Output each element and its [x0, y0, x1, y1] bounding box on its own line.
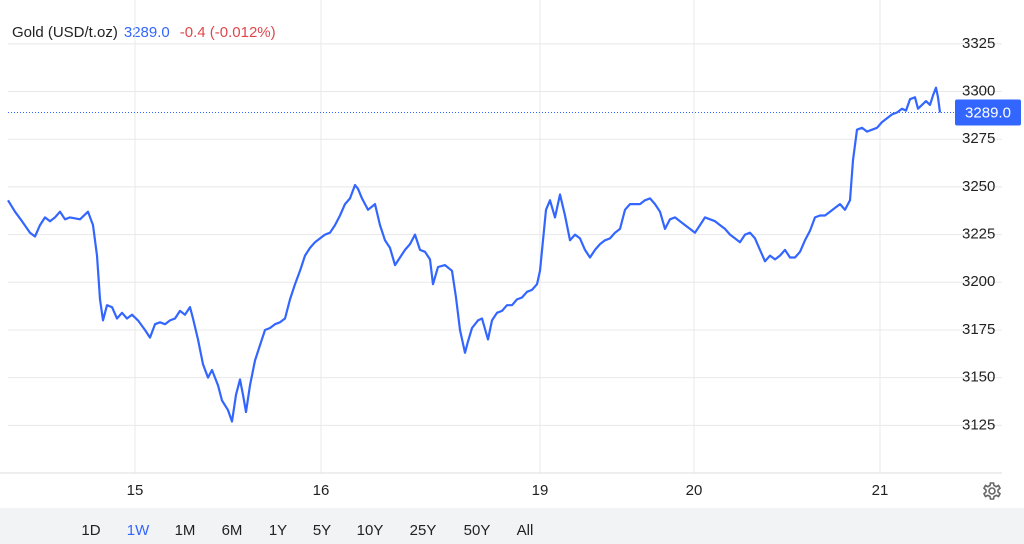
y-tick-label: 3125: [962, 416, 995, 433]
range-button[interactable]: 50Y: [464, 522, 491, 539]
x-tick-label: 21: [872, 482, 889, 499]
range-button[interactable]: 6M: [222, 522, 243, 539]
last-price: 3289.0: [124, 24, 170, 41]
x-tick-label: 19: [532, 482, 549, 499]
settings-icon[interactable]: [982, 482, 1002, 500]
price-line: [7, 86, 942, 423]
range-button[interactable]: 1Y: [269, 522, 287, 539]
x-tick-label: 20: [686, 482, 703, 499]
range-button[interactable]: 25Y: [410, 522, 437, 539]
y-tick-label: 3225: [962, 226, 995, 243]
y-tick-label: 3275: [962, 130, 995, 147]
range-button[interactable]: 5Y: [313, 522, 331, 539]
range-button[interactable]: 1M: [175, 522, 196, 539]
range-bar: [0, 508, 1024, 544]
chart-title: Gold (USD/t.oz): [12, 24, 118, 41]
range-button[interactable]: 1W: [127, 522, 150, 539]
y-tick-label: 3325: [962, 35, 995, 52]
price-change: -0.4 (-0.012%): [180, 24, 276, 41]
last-price-box: [955, 99, 1021, 126]
x-tick-label: 16: [313, 482, 330, 499]
grid: [8, 0, 1002, 473]
range-button[interactable]: All: [517, 522, 534, 539]
range-button[interactable]: 1D: [81, 522, 100, 539]
y-tick-label: 3200: [962, 273, 995, 290]
y-tick-label: 3300: [962, 83, 995, 100]
y-tick-label: 3250: [962, 178, 995, 195]
y-tick-label: 3150: [962, 369, 995, 386]
range-button[interactable]: 10Y: [357, 522, 384, 539]
y-tick-label: 3175: [962, 321, 995, 338]
x-tick-label: 15: [127, 482, 144, 499]
last-price-label: 3289.0: [965, 104, 1011, 121]
